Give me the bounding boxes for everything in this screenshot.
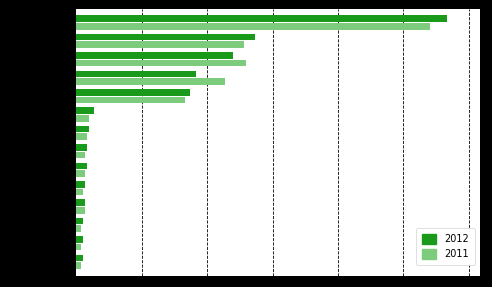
Bar — [76, 170, 85, 177]
Bar — [76, 225, 81, 232]
Bar — [76, 52, 233, 59]
Bar — [76, 41, 244, 48]
Bar — [76, 115, 90, 121]
Bar — [76, 236, 83, 243]
Bar — [76, 181, 85, 188]
Bar — [76, 199, 85, 206]
Bar — [76, 144, 87, 151]
Bar — [76, 189, 83, 195]
Bar — [76, 78, 224, 85]
Bar — [76, 218, 83, 224]
Bar — [76, 163, 87, 169]
Bar — [76, 34, 255, 40]
Bar — [76, 255, 83, 261]
Bar — [76, 262, 81, 269]
Bar — [76, 107, 93, 114]
Bar — [76, 89, 189, 96]
Bar — [76, 126, 90, 132]
Bar — [76, 71, 196, 77]
Bar — [76, 133, 87, 140]
Bar — [76, 207, 85, 214]
Bar — [76, 15, 447, 22]
Legend: 2012, 2011: 2012, 2011 — [416, 228, 475, 265]
Bar — [76, 23, 430, 30]
Bar — [76, 152, 85, 158]
Bar — [76, 244, 81, 250]
Bar — [76, 60, 246, 66]
Bar — [76, 96, 185, 103]
